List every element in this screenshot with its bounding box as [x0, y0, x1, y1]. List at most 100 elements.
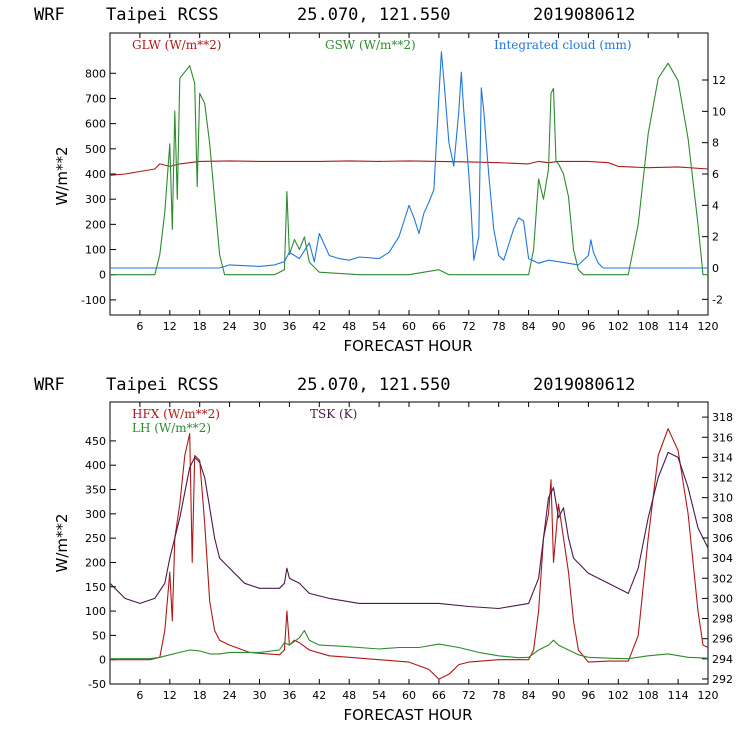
x-tick-label: 84: [522, 689, 536, 702]
y-tick-label: 200: [85, 218, 106, 231]
y-tick-label: 100: [85, 244, 106, 257]
x-tick-labels: 6 12 18 24 30 36 42 48 54 60 66 72 78 84 90 96 102 108 114…: [136, 402, 719, 702]
chart-panel-bottom: WRF Taipei RCSS 25.070, 121.550 20190806…: [34, 375, 733, 724]
y2-tick-label: 304: [712, 552, 733, 565]
x-tick-label: 24: [223, 689, 237, 702]
y-tick-label: -50: [88, 678, 106, 691]
x-tick-label: 90: [552, 320, 566, 333]
y2-tick-label: 296: [712, 633, 733, 646]
x-tick-label: 120: [698, 320, 719, 333]
plot-frame: [109, 32, 709, 316]
x-tick-label: 30: [253, 320, 267, 333]
x-tick-label: 66: [432, 320, 446, 333]
x-tick-label: 42: [312, 320, 326, 333]
title-coords: 25.070, 121.550: [297, 5, 451, 25]
x-tick-label: 108: [638, 320, 659, 333]
x-tick-label: 6: [136, 689, 143, 702]
title-init-time: 2019080612: [533, 5, 635, 25]
x-tick-label: 108: [638, 689, 659, 702]
legend-gsw: GSW (W/m**2): [325, 38, 416, 52]
y2-tick-label: 12: [712, 74, 726, 87]
y2-tick-label: 306: [712, 532, 733, 545]
x-tick-label: 120: [698, 689, 719, 702]
y2-tick-label: 302: [712, 572, 733, 585]
y2-tick-label: 300: [712, 592, 733, 605]
y-left-tick-labels: -50 0 50 100 150 200 250 300 350 400 450: [85, 435, 116, 691]
title-station: Taipei RCSS: [106, 5, 219, 25]
y-tick-label: 350: [85, 484, 106, 497]
x-tick-label: 54: [372, 320, 386, 333]
series-gsw-line: [110, 62, 708, 276]
x-tick-label: 12: [163, 689, 177, 702]
x-tick-label: 114: [668, 689, 689, 702]
y-tick-label: 700: [85, 92, 106, 105]
x-tick-label: 36: [282, 320, 296, 333]
y-right-tick-labels: -2 0 2 4 6 8 10 12: [702, 74, 726, 306]
y-tick-label: 400: [85, 168, 106, 181]
series-hfx-line: [110, 428, 709, 680]
y2-tick-label: 2: [712, 231, 719, 244]
x-tick-label: 48: [342, 689, 356, 702]
y2-tick-label: 298: [712, 613, 733, 626]
x-axis-label: FORECAST HOUR: [343, 706, 472, 724]
title-model: WRF: [34, 5, 65, 25]
y-tick-label: -100: [81, 294, 106, 307]
y-tick-label: 300: [85, 508, 106, 521]
y-left-tick-labels: -100 0 100 200 300 400 500 600 700 800: [81, 67, 116, 307]
y2-tick-label: 4: [712, 199, 719, 212]
x-tick-label: 96: [581, 320, 595, 333]
y-axis-label: W/m**2: [53, 146, 71, 205]
y-tick-label: 250: [85, 532, 106, 545]
legend-tsk: TSK (K): [310, 407, 357, 421]
x-tick-label: 102: [608, 320, 629, 333]
series-lh-line: [110, 629, 709, 660]
y-tick-label: 500: [85, 143, 106, 156]
x-tick-label: 84: [522, 320, 536, 333]
x-tick-label: 72: [462, 320, 476, 333]
y-tick-label: 600: [85, 118, 106, 131]
y-tick-label: 400: [85, 459, 106, 472]
y2-tick-label: 316: [712, 431, 733, 444]
legend-glw: GLW (W/m**2): [132, 38, 221, 52]
title-model: WRF: [34, 375, 65, 395]
x-tick-label: 114: [668, 320, 689, 333]
y2-tick-label: 6: [712, 168, 719, 181]
x-tick-label: 96: [581, 689, 595, 702]
y2-tick-label: 310: [712, 492, 733, 505]
y-tick-label: 50: [92, 629, 106, 642]
x-tick-label: 102: [608, 689, 629, 702]
x-tick-label: 48: [342, 320, 356, 333]
y-tick-label: 100: [85, 605, 106, 618]
legend-hfx: HFX (W/m**2): [132, 407, 220, 421]
y-axis-label: W/m**2: [53, 513, 71, 572]
x-tick-label: 36: [282, 689, 296, 702]
y2-tick-label: 8: [712, 137, 719, 150]
x-tick-label: 30: [253, 689, 267, 702]
y2-tick-label: 10: [712, 105, 726, 118]
y2-tick-label: 0: [712, 262, 719, 275]
x-tick-label: 18: [193, 689, 207, 702]
y-tick-label: 800: [85, 67, 106, 80]
x-tick-label: 60: [402, 689, 416, 702]
y2-tick-label: 314: [712, 451, 733, 464]
y2-tick-label: 318: [712, 411, 733, 424]
legend-cloud: Integrated cloud (mm): [494, 38, 632, 52]
x-tick-label: 60: [402, 320, 416, 333]
x-tick-label: 6: [136, 320, 143, 333]
plot-frame: [109, 401, 709, 685]
x-tick-label: 24: [223, 320, 237, 333]
y-tick-label: 200: [85, 556, 106, 569]
title-coords: 25.070, 121.550: [297, 375, 451, 395]
y2-tick-label: 312: [712, 472, 733, 485]
title-station: Taipei RCSS: [106, 375, 219, 395]
x-tick-label: 54: [372, 689, 386, 702]
x-tick-label: 72: [462, 689, 476, 702]
x-tick-label: 90: [552, 689, 566, 702]
series-integrated-line: [110, 51, 708, 269]
x-axis-label: FORECAST HOUR: [343, 337, 472, 355]
x-tick-label: 42: [312, 689, 326, 702]
y-tick-label: 450: [85, 435, 106, 448]
y-right-tick-labels: 292 294 296 298 300 302 304 306 308 310 312 314 316 3…: [702, 411, 733, 686]
y2-tick-label: -2: [712, 293, 723, 306]
x-tick-label: 78: [492, 689, 506, 702]
